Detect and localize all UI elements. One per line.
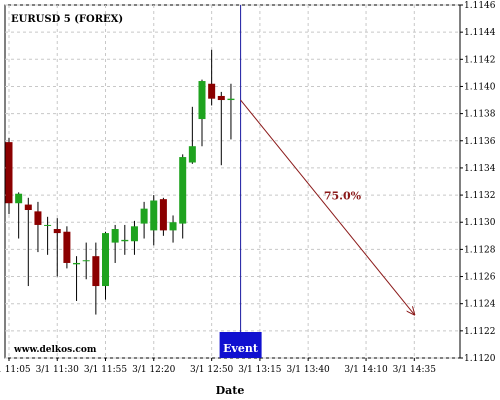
candle (140, 201, 148, 239)
y-tick-label: 1.1128 (464, 245, 496, 255)
candle-body (130, 226, 138, 242)
x-axis-label: Date (216, 384, 245, 397)
candle (92, 242, 100, 315)
x-tick-label: 3/1 14:10 (344, 365, 388, 375)
candle (34, 201, 42, 253)
candle-body (102, 233, 109, 287)
candle-body (53, 229, 61, 234)
y-tick-label: 1.1138 (464, 110, 496, 120)
y-tick-label: 1.1120 (464, 354, 496, 364)
x-tick-label: 3/1 11:30 (36, 365, 80, 375)
x-tick-label: 3/1 12:20 (132, 365, 176, 375)
watermark: www.delkos.com (13, 345, 97, 355)
candle (82, 242, 90, 280)
y-tick-label: 1.1142 (464, 55, 496, 65)
candle-body (188, 146, 196, 163)
candle (63, 226, 71, 269)
x-tick-label: 3/1 11:55 (84, 365, 128, 375)
event-marker (219, 332, 262, 358)
candle (44, 216, 52, 255)
grid-lines (5, 4, 460, 359)
candle-body (179, 157, 187, 224)
y-tick-label: 1.1124 (464, 300, 496, 310)
x-tick-label: 3/1 13:40 (287, 365, 331, 375)
candle (159, 197, 167, 236)
x-tick-label: 3/1 12:50 (190, 365, 234, 375)
candle (15, 192, 23, 239)
plot-area (4, 4, 461, 359)
candle-body (5, 142, 13, 204)
candle-body (169, 222, 177, 231)
candle-body (140, 208, 148, 224)
y-axis: 1.1146 1.1144 1.1142 1.1140 1.1138 1.1136 1.11… (460, 1, 496, 364)
candle-body (227, 98, 235, 101)
x-tick-label: 3/1 13:15 (238, 365, 282, 375)
candle (179, 154, 187, 239)
y-tick-label: 1.1136 (464, 137, 496, 147)
candle-body (24, 204, 32, 211)
y-tick-label: 1.1132 (464, 191, 496, 201)
candle-body (34, 211, 42, 225)
candle-body (15, 193, 23, 204)
y-tick-label: 1.1126 (464, 273, 496, 283)
y-tick-label: 1.1140 (464, 82, 496, 92)
y-tick-label: 1.1134 (464, 164, 496, 174)
candle (150, 195, 158, 246)
event-label: Event (223, 342, 259, 355)
candle-body (159, 199, 167, 231)
y-tick-label: 1.1130 (464, 218, 496, 228)
candle (169, 215, 177, 243)
y-tick-label: 1.1144 (464, 28, 496, 38)
x-tick-label: 3/1 11:05 (0, 365, 31, 375)
candle-body (63, 231, 71, 263)
candle-body (121, 239, 129, 242)
candle (53, 218, 61, 277)
candle-body (111, 229, 119, 243)
candle (111, 224, 119, 263)
event-overlay: Event 75.0% (219, 5, 415, 358)
candle-body (73, 262, 81, 265)
candle (121, 224, 129, 255)
x-axis: 3/1 11:05 3/1 11:30 3/1 11:55 3/1 12:20 3/1 … (0, 358, 436, 375)
candle-body (44, 224, 52, 226)
candles-layer (5, 49, 235, 315)
candle (102, 231, 109, 300)
candle (217, 91, 225, 166)
candle-body (198, 81, 206, 120)
candle (24, 197, 32, 287)
candle (188, 106, 196, 164)
forecast-arrow (240, 99, 415, 315)
x-tick-label: 3/1 14:35 (393, 365, 437, 375)
chart-title: EURUSD 5 (FOREX) (11, 14, 123, 25)
candle (130, 220, 138, 255)
candle-body (92, 256, 100, 287)
y-tick-label: 1.1146 (464, 1, 496, 11)
candle (227, 83, 235, 140)
candle-body (217, 95, 225, 101)
candle (5, 138, 13, 215)
forecast-probability: 75.0% (324, 189, 362, 202)
candle (208, 49, 216, 106)
candle (198, 79, 206, 147)
candle-body (150, 200, 158, 231)
candle (73, 256, 81, 301)
y-tick-label: 1.1122 (464, 327, 496, 337)
candle-body (208, 83, 216, 99)
candle-body (82, 260, 90, 262)
